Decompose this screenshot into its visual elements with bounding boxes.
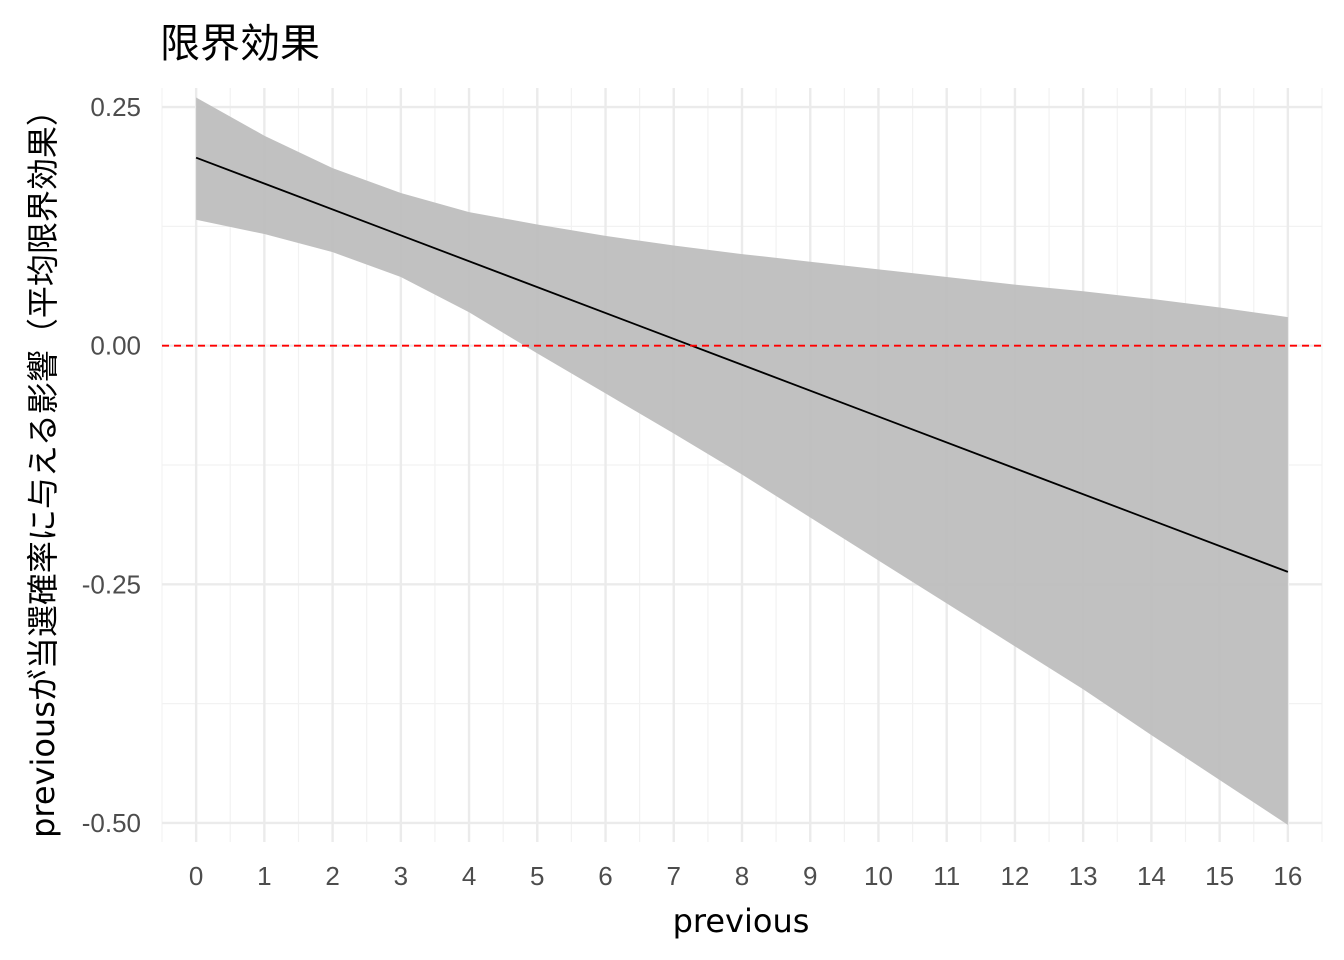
marginal-effect-line — [195, 156, 1289, 573]
confidence-band-layer — [196, 97, 1288, 825]
x-tick-label: 2 — [325, 861, 339, 891]
effect-line-layer — [195, 156, 1289, 573]
x-tick-label: 16 — [1273, 861, 1302, 891]
chart-title: 限界効果 — [160, 21, 320, 67]
x-tick-label: 15 — [1205, 861, 1234, 891]
x-axis-tick-labels: 0 1 2 3 4 5 6 7 8 9 10 11 12 13 14 15 16 — [189, 861, 1302, 891]
y-tick-label: -0.25 — [82, 569, 141, 599]
x-tick-label: 10 — [864, 861, 893, 891]
x-tick-label: 9 — [803, 861, 817, 891]
x-axis-title: previous — [673, 902, 810, 940]
x-tick-label: 8 — [735, 861, 749, 891]
x-tick-label: 12 — [1000, 861, 1029, 891]
x-tick-label: 3 — [394, 861, 408, 891]
y-axis-tick-labels: 0.25 0.00 -0.25 -0.50 — [82, 92, 141, 838]
x-tick-label: 14 — [1137, 861, 1166, 891]
x-tick-label: 1 — [257, 861, 271, 891]
x-tick-label: 11 — [933, 861, 960, 891]
x-tick-label: 6 — [598, 861, 612, 891]
confidence-band — [196, 97, 1288, 825]
y-tick-label: 0.00 — [90, 331, 141, 361]
x-tick-label: 5 — [530, 861, 544, 891]
y-axis-title: previousが当選確率に与える影響（平均限界効果） — [24, 94, 62, 838]
x-tick-label: 0 — [189, 861, 203, 891]
x-tick-label: 7 — [667, 861, 681, 891]
x-tick-label: 13 — [1069, 861, 1098, 891]
y-tick-label: -0.50 — [82, 808, 141, 838]
x-tick-label: 4 — [462, 861, 476, 891]
y-tick-label: 0.25 — [90, 92, 141, 122]
